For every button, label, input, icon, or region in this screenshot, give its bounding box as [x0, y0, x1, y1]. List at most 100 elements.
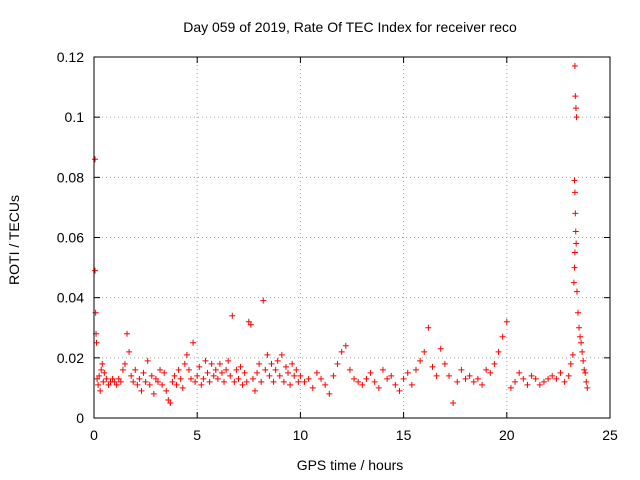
data-point — [249, 375, 256, 382]
data-point — [297, 372, 304, 379]
data-point — [412, 366, 419, 373]
data-point — [146, 381, 153, 388]
data-point — [571, 177, 578, 184]
data-point — [573, 114, 580, 121]
data-point — [161, 369, 168, 376]
data-point — [98, 366, 105, 373]
data-point — [241, 369, 248, 376]
data-point — [575, 309, 582, 316]
data-point — [291, 372, 298, 379]
data-point — [338, 348, 345, 355]
data-point — [256, 360, 263, 367]
axis-ticks: 0 5 10 15 20 25 0 0.02 0.04 0.06 0.08 0.1 0.12 — [57, 49, 618, 443]
data-point — [569, 351, 576, 358]
data-point — [214, 375, 221, 382]
data-point — [400, 375, 407, 382]
data-point — [167, 399, 174, 406]
data-point — [188, 375, 195, 382]
data-point — [285, 369, 292, 376]
data-point — [581, 366, 588, 373]
data-point — [388, 372, 395, 379]
data-point — [582, 369, 589, 376]
data-point — [181, 360, 188, 367]
data-point — [363, 375, 370, 382]
data-point — [572, 210, 579, 217]
data-point — [266, 372, 273, 379]
data-point — [572, 228, 579, 235]
data-point — [404, 369, 411, 376]
data-point — [121, 360, 128, 367]
data-point — [289, 360, 296, 367]
data-point — [295, 378, 302, 385]
data-point — [119, 366, 126, 373]
data-point — [223, 366, 230, 373]
data-point — [270, 378, 277, 385]
y-axis-label: ROTI / TECUs — [6, 195, 22, 285]
data-point — [276, 372, 283, 379]
data-point — [553, 375, 560, 382]
data-point — [579, 348, 586, 355]
data-point — [573, 240, 580, 247]
data-point — [571, 189, 578, 196]
y-tick-label: 0.12 — [57, 49, 84, 65]
data-point — [520, 375, 527, 382]
data-point — [561, 378, 568, 385]
data-point — [309, 384, 316, 391]
data-point — [225, 357, 232, 364]
data-point — [396, 387, 403, 394]
data-point — [491, 360, 498, 367]
data-point — [429, 363, 436, 370]
data-point — [458, 366, 465, 373]
data-point — [441, 360, 448, 367]
data-point — [359, 381, 366, 388]
data-point — [528, 372, 535, 379]
data-point — [268, 360, 275, 367]
data-point — [138, 387, 145, 394]
data-point — [495, 348, 502, 355]
data-point — [206, 378, 213, 385]
data-point — [260, 297, 267, 304]
data-point — [140, 369, 147, 376]
data-point — [479, 381, 486, 388]
data-point — [346, 366, 353, 373]
data-point — [221, 378, 228, 385]
data-point — [454, 378, 461, 385]
data-point — [470, 378, 477, 385]
data-point — [150, 390, 157, 397]
data-point — [384, 375, 391, 382]
data-point — [200, 375, 207, 382]
data-point — [318, 375, 325, 382]
data-point — [94, 375, 101, 382]
data-point — [92, 156, 99, 163]
data-point — [254, 369, 261, 376]
data-point — [100, 378, 107, 385]
data-point — [512, 378, 519, 385]
data-point — [175, 366, 182, 373]
data-point — [99, 360, 106, 367]
data-point — [190, 339, 197, 346]
data-point — [251, 387, 258, 394]
x-tick-label: 15 — [396, 427, 412, 443]
data-point — [103, 375, 110, 382]
data-point — [371, 378, 378, 385]
data-point — [185, 366, 192, 373]
data-point — [124, 330, 131, 337]
data-point — [549, 372, 556, 379]
data-point — [196, 363, 203, 370]
data-point — [499, 333, 506, 340]
data-point — [462, 375, 469, 382]
data-point — [148, 372, 155, 379]
data-point — [208, 360, 215, 367]
data-point — [163, 387, 170, 394]
data-point — [101, 369, 108, 376]
data-point — [227, 372, 234, 379]
data-point — [474, 375, 481, 382]
data-point — [584, 384, 591, 391]
chart-title: Day 059 of 2019, Rate Of TEC Index for r… — [183, 19, 517, 35]
data-point — [92, 267, 99, 274]
data-point — [379, 366, 386, 373]
data-point — [274, 357, 281, 364]
data-point — [194, 372, 201, 379]
